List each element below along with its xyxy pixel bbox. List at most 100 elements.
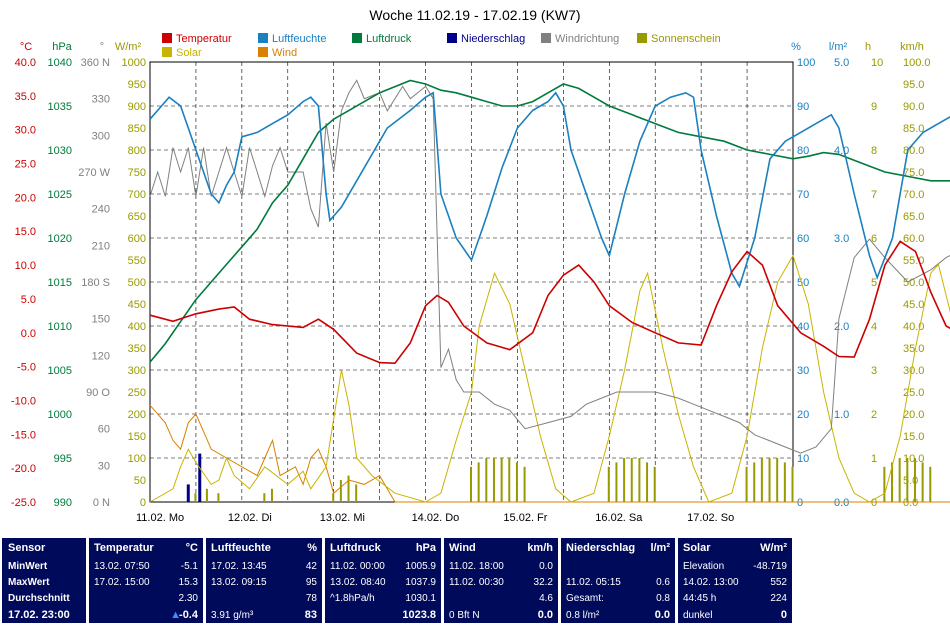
y-tick-label: 360 N: [81, 57, 110, 69]
y-tick-label: 5: [871, 277, 877, 289]
y-tick-label: 9: [871, 101, 877, 113]
bar-sonnenschein: [913, 458, 916, 502]
y-tick-label: 25.0: [903, 387, 924, 399]
y-tick-label: 0: [797, 497, 803, 509]
y-tick-label: 30: [797, 365, 809, 377]
axis-unit-label: W/m²: [115, 41, 142, 53]
y-tick-label: 800: [128, 145, 146, 157]
legend-label: Wind: [272, 47, 297, 59]
x-tick-label: 16.02. Sa: [595, 512, 643, 524]
y-tick-label: 750: [128, 167, 146, 179]
series-luftdruck: [149, 79, 950, 363]
bar-sonnenschein: [485, 458, 488, 502]
stats-wind-current: 0.0: [537, 609, 553, 621]
legend-swatch: [447, 33, 457, 43]
statistics-panel: Sensor MinWert MaxWert Durchschnitt 17.0…: [0, 533, 950, 625]
bar-sonnenschein: [205, 488, 208, 502]
legend-swatch: [258, 47, 268, 57]
stats-niederschlag-total-label: Gesamt:: [566, 593, 604, 604]
y-tick-label: 40.0: [15, 57, 36, 69]
y-tick-label: 180 S: [81, 277, 110, 289]
x-tick-label: 15.02. Fr: [503, 512, 547, 524]
y-tick-label: 90.0: [903, 101, 924, 113]
stats-wind-beaufort: 0 Bft N: [449, 610, 480, 621]
axis-unit-label: h: [865, 41, 871, 53]
y-tick-label: 0 N: [93, 497, 110, 509]
bar-sonnenschein: [745, 466, 748, 502]
y-tick-label: 35.0: [15, 91, 36, 103]
y-tick-label: 25.0: [15, 159, 36, 171]
trend-arrow-icon: ▲: [170, 609, 181, 621]
y-tick-label: 200: [128, 409, 146, 421]
y-tick-label: 900: [128, 101, 146, 113]
axis-km-h-ticks: 100.095.090.085.080.075.070.065.060.055.…: [903, 57, 931, 509]
y-tick-label: 995: [54, 453, 72, 465]
series-luftfeuchte: [149, 91, 950, 289]
stats-niederschlag-current: 0.0: [654, 609, 670, 621]
bar-sonnenschein: [339, 480, 342, 502]
bar-sonnenschein: [921, 462, 924, 502]
bar-sonnenschein: [332, 493, 335, 502]
bar-sonnenschein: [477, 462, 480, 502]
stats-luftdruck-unit: hPa: [415, 542, 436, 554]
legend-item-solar: Solar: [162, 47, 202, 59]
y-tick-label: 60.0: [903, 233, 924, 245]
bar-sonnenschein: [607, 466, 610, 502]
y-tick-label: 350: [128, 343, 146, 355]
y-tick-label: -25.0: [11, 497, 36, 509]
y-tick-label: 50: [797, 277, 809, 289]
bar-sonnenschein: [891, 462, 894, 502]
stats-temperatur-max-value: 15.3: [178, 577, 198, 588]
y-tick-label: 55.0: [903, 255, 924, 267]
y-tick-label: 250: [128, 387, 146, 399]
bar-niederschlag: [186, 484, 190, 502]
chart-title: Woche 11.02.19 - 17.02.19 (KW7): [369, 7, 580, 23]
x-tick-label: 14.02. Do: [412, 512, 460, 524]
y-tick-label: 400: [128, 321, 146, 333]
stats-current-time: 17.02. 23:00: [8, 609, 70, 621]
y-tick-label: 60: [797, 233, 809, 245]
bar-sonnenschein: [760, 458, 763, 502]
y-tick-label: 15.0: [903, 431, 924, 443]
axis-unit-label: hPa: [52, 41, 72, 53]
stats-niederschlag-max-value: 0.6: [656, 577, 670, 588]
bar-sonnenschein: [646, 462, 649, 502]
y-tick-label: 300: [128, 365, 146, 377]
y-tick-label: 60: [98, 424, 110, 436]
y-tick-label: 65.0: [903, 211, 924, 223]
y-tick-label: 45.0: [903, 299, 924, 311]
axis-c-ticks: 40.0 35.0 30.0 25.0 20.0 15.0 10.0 5.0 0.0 -5.0 -1…: [11, 57, 36, 509]
y-tick-label: -20.0: [11, 463, 36, 475]
legend-label: Sonnenschein: [651, 33, 721, 45]
y-tick-label: 90 O: [86, 387, 110, 399]
stats-luftfeuchte-max-value: 95: [305, 577, 317, 588]
legend-swatch: [352, 33, 362, 43]
bar-sonnenschein: [791, 466, 794, 502]
y-tick-label: 210: [92, 240, 110, 252]
y-tick-label: 100.0: [903, 57, 931, 69]
series-line-wind: [149, 404, 950, 503]
bar-niederschlag: [198, 453, 202, 502]
y-tick-label: 2: [871, 409, 877, 421]
y-tick-label: 600: [128, 233, 146, 245]
series-solar: [149, 254, 950, 503]
axis-unit-label: km/h: [900, 41, 924, 53]
stats-temperatur-min-value: -5.1: [180, 561, 198, 572]
y-tick-label: 550: [128, 255, 146, 267]
bar-sonnenschein: [270, 488, 273, 502]
bar-sonnenschein: [263, 493, 266, 502]
y-tick-label: 1040: [48, 57, 72, 69]
y-tick-label: 1: [871, 453, 877, 465]
stats-luftdruck-column: Luftdruck hPa 11.02. 00:00 1005.9 13.02.…: [325, 538, 441, 623]
bar-sonnenschein: [753, 462, 756, 502]
stats-luftfeuchte-header: Luftfeuchte: [211, 542, 271, 554]
y-tick-label: 1000: [48, 409, 72, 421]
y-tick-label: 80: [797, 145, 809, 157]
bar-sonnenschein: [630, 458, 633, 502]
stats-temperatur-avg-value: 2.30: [178, 593, 198, 604]
stats-luftfeuchte-unit: %: [307, 542, 317, 554]
bar-sonnenschein: [776, 458, 779, 502]
stats-solar-column: Solar W/m² Elevation -48.719 14.02. 13:0…: [678, 538, 792, 623]
stats-solar-duration: 44:45 h: [683, 593, 717, 604]
